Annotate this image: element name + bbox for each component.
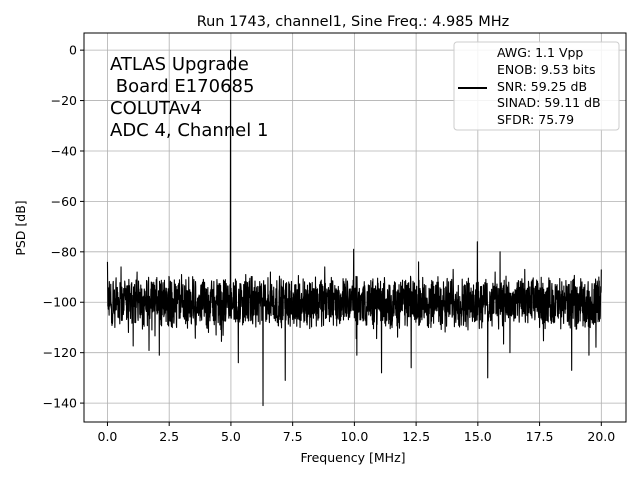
y-tick-label: −120 xyxy=(43,345,77,360)
y-axis-ticks: 0 −20 −40 −60 −80 −100 −120 −140 xyxy=(43,43,84,411)
y-tick-label: −60 xyxy=(51,194,77,209)
x-tick-label: 12.5 xyxy=(402,429,430,444)
y-tick-label: 0 xyxy=(69,43,77,58)
plot-frame xyxy=(83,32,627,423)
annotation-line-4: ADC 4, Channel 1 xyxy=(110,120,268,141)
x-tick-label: 7.5 xyxy=(283,429,303,444)
legend-box xyxy=(453,41,620,131)
x-tick-label: 10.0 xyxy=(340,429,368,444)
x-tick-label: 17.5 xyxy=(526,429,554,444)
legend-line-1: AWG: 1.1 Vpp xyxy=(497,45,583,60)
x-tick-label: 0.0 xyxy=(98,429,118,444)
y-tick-label: −100 xyxy=(43,295,77,310)
y-tick-label: −40 xyxy=(51,143,77,158)
annotation-line-1: ATLAS Upgrade xyxy=(110,54,249,75)
x-axis-ticks: 0.0 2.5 5.0 7.5 10.0 12.5 15.0 17.5 20.0 xyxy=(98,422,615,444)
annotation-box: ATLAS Upgrade Board E170685 COLUTAv4 ADC… xyxy=(110,54,268,141)
legend-line-4: SINAD: 59.11 dB xyxy=(497,95,601,110)
x-tick-label: 15.0 xyxy=(464,429,492,444)
y-axis-label: PSD [dB] xyxy=(13,200,28,255)
y-tick-label: −20 xyxy=(51,93,77,108)
annotation-line-2: Board E170685 xyxy=(110,76,254,97)
x-tick-label: 2.5 xyxy=(159,429,179,444)
psd-series-line xyxy=(106,49,602,407)
y-tick-label: −80 xyxy=(51,244,77,259)
x-axis-label: Frequency [MHz] xyxy=(300,450,405,465)
legend: AWG: 1.1 Vpp ENOB: 9.53 bits SNR: 59.25 … xyxy=(453,41,620,131)
x-tick-label: 5.0 xyxy=(221,429,241,444)
legend-line-3: SNR: 59.25 dB xyxy=(497,79,587,94)
annotation-line-3: COLUTAv4 xyxy=(110,98,202,119)
y-tick-label: −140 xyxy=(43,396,77,411)
chart-title: Run 1743, channel1, Sine Freq.: 4.985 MH… xyxy=(197,14,510,30)
x-tick-label: 20.0 xyxy=(587,429,615,444)
psd-trace xyxy=(106,49,602,407)
legend-line-5: SFDR: 75.79 xyxy=(497,112,574,127)
legend-line-2: ENOB: 9.53 bits xyxy=(497,62,595,77)
